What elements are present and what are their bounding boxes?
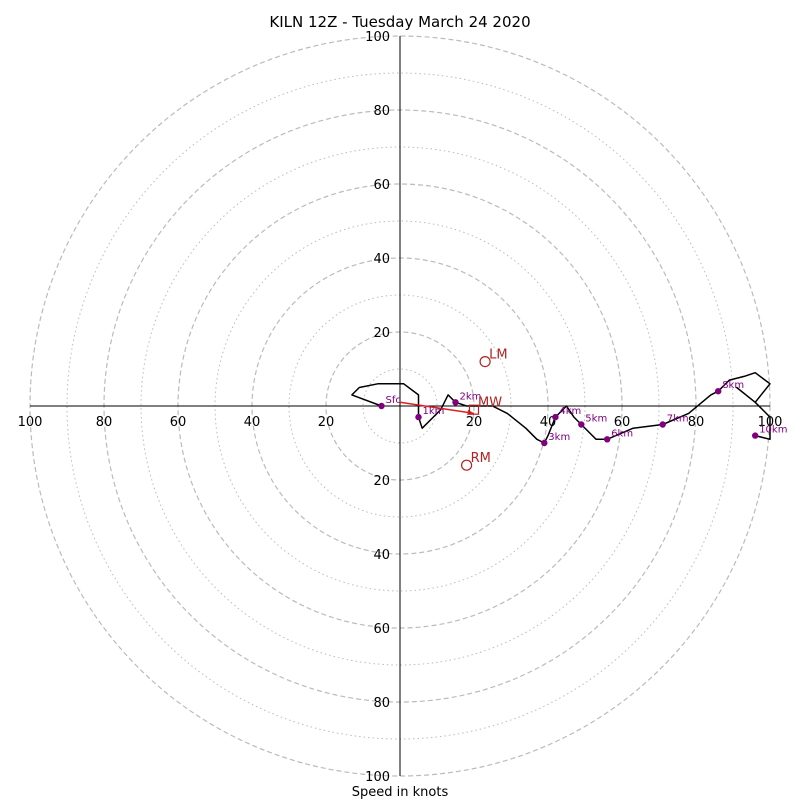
shear-vector [399, 401, 475, 415]
x-tick-label: 40 [244, 415, 261, 430]
y-tick-label: 40 [373, 548, 390, 563]
y-tick-label: 20 [373, 474, 390, 489]
x-tick-label: 20 [466, 415, 483, 430]
height-label-2km: 2km [460, 391, 482, 402]
y-tick-label: 80 [373, 696, 390, 711]
motion-label-MW: MW [478, 396, 502, 411]
height-label-3km: 3km [548, 432, 570, 443]
height-label-8km: 8km [722, 380, 744, 391]
motion-label-LM: LM [489, 348, 507, 363]
motion-marker-RM [461, 459, 473, 471]
motion-marker-LM [479, 356, 491, 368]
x-tick-label: 80 [688, 415, 705, 430]
storm-motions: LM RM MW [461, 348, 508, 471]
height-label-1km: 1km [423, 406, 445, 417]
height-marker-1km [415, 413, 422, 421]
height-marker-5km [578, 421, 585, 428]
height-marker-7km [659, 421, 666, 428]
height-marker-Sfc [378, 402, 385, 410]
x-tick-label: 100 [18, 415, 43, 430]
y-tick-label: 40 [373, 252, 390, 267]
height-marker-2km [452, 399, 459, 406]
height-label-4km: 4km [559, 406, 581, 417]
motion-marker-MW [468, 404, 480, 415]
x-tick-label: 60 [170, 415, 187, 430]
y-tick-label: 20 [373, 326, 390, 341]
height-label-6km: 6km [611, 428, 633, 439]
y-tick-label: 100 [365, 30, 390, 45]
height-marker-6km [604, 436, 611, 443]
height-markers: Sfc 1km 2km 3km 4km 5km 6km 7km 8km 10km [378, 380, 787, 447]
height-label-Sfc: Sfc [386, 395, 401, 406]
height-marker-3km [541, 439, 548, 447]
height-label-7km: 7km [667, 414, 689, 425]
y-tick-label: 80 [373, 104, 390, 119]
height-label-5km: 5km [585, 414, 607, 425]
height-marker-10km [752, 432, 759, 439]
motion-label-RM: RM [471, 451, 491, 466]
x-axis-label: Speed in knots [352, 785, 449, 800]
y-tick-label: 100 [365, 770, 390, 785]
x-tick-label: 20 [318, 415, 335, 430]
y-tick-label: 60 [373, 622, 390, 637]
height-marker-8km [715, 388, 722, 395]
x-tick-label: 60 [614, 415, 631, 430]
y-tick-label: 60 [373, 178, 390, 193]
axes [30, 36, 770, 776]
height-marker-4km [552, 413, 559, 421]
axis-tick-labels: 1001008080606040402020202040406060808010… [18, 30, 783, 785]
x-tick-label: 80 [96, 415, 113, 430]
height-label-10km: 10km [759, 425, 787, 436]
chart-title: KILN 12Z - Tuesday March 24 2020 [269, 13, 530, 31]
